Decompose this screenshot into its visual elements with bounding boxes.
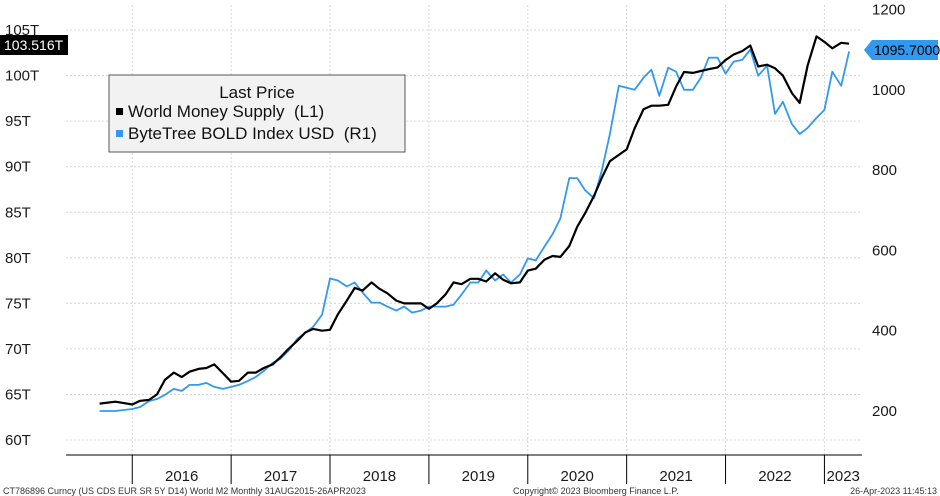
last-value-right-badge: 1095.7000 [864,40,940,60]
year-label: 2022 [758,468,791,485]
series-line-bold-index [99,48,850,412]
legend-swatch-world-money-supply [116,108,123,115]
footer-center: Copyright© 2023 Bloomberg Finance L.P. [513,486,679,496]
footer-left: CT786896 Curncy (US CDS EUR SR 5Y D14) W… [3,486,366,496]
right-tick-label: 400 [872,323,897,340]
series-layer [99,35,850,412]
year-label: 2016 [165,468,198,485]
left-tick-label: 90T [5,159,31,176]
year-label: 2017 [264,468,297,485]
right-tick-label: 1200 [872,2,905,19]
last-value-right-text: 1095.7000 [874,42,940,58]
last-value-left-text: 103.516T [4,37,64,53]
year-dividers [131,455,825,484]
year-label: 2018 [363,468,396,485]
footer-right: 26-Apr-2023 11:45:13 [850,486,937,496]
right-axis: 200 400 600 800 1000 1200 [872,2,905,421]
legend-box [108,74,406,153]
legend-label-world-money-supply: World Money Supply (L1) [128,102,324,121]
left-tick-label: 60T [5,432,31,449]
left-tick-label: 105T [5,22,39,39]
left-axis: 60T 65T 70T 75T 80T 85T 90T 95T 100T 105T [5,22,39,449]
right-tick-label: 1000 [872,82,905,99]
legend: Last Price World Money Supply (L1) ByteT… [108,74,406,153]
left-tick-label: 85T [5,204,31,221]
year-label: 2023 [827,468,860,485]
left-tick-label: 65T [5,386,31,403]
year-label: 2021 [659,468,692,485]
x-axis-year-labels: 2016 2017 2018 2019 2020 2021 2022 2023 [165,468,860,485]
legend-label-bold-index: ByteTree BOLD Index USD (R1) [128,124,377,143]
right-tick-label: 800 [872,162,897,179]
left-tick-label: 70T [5,341,31,358]
left-tick-label: 75T [5,295,31,312]
year-label: 2019 [462,468,495,485]
left-tick-label: 100T [5,68,39,85]
legend-swatch-bold-index [116,130,123,137]
right-tick-label: 600 [872,242,897,259]
legend-title: Last Price [219,83,295,102]
left-tick-label: 95T [5,113,31,130]
year-label: 2020 [561,468,594,485]
last-value-left-badge: 103.516T [0,35,68,55]
series-line-world-money-supply [99,35,850,406]
right-tick-label: 200 [872,403,897,420]
left-tick-label: 80T [5,250,31,267]
